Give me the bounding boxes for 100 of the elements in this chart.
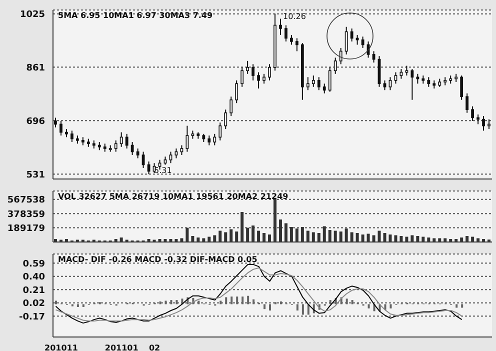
bar bbox=[456, 304, 458, 308]
bar bbox=[329, 300, 332, 304]
bar bbox=[159, 301, 162, 304]
y-tick-label: 696 bbox=[26, 116, 45, 127]
candlestick bbox=[317, 76, 320, 91]
bar bbox=[351, 300, 354, 304]
candlestick bbox=[344, 26, 348, 55]
candlestick bbox=[284, 24, 288, 42]
candlestick bbox=[482, 116, 485, 132]
candlestick bbox=[114, 140, 118, 152]
bar bbox=[242, 296, 244, 304]
bar bbox=[164, 300, 167, 304]
chart-title: 5MA 6.95 10MA1 6.97 30MA3 7.49 bbox=[58, 11, 213, 20]
candlestick bbox=[290, 34, 293, 46]
bar bbox=[76, 304, 79, 308]
candlestick bbox=[361, 36, 364, 48]
bar bbox=[368, 304, 370, 308]
y-tick-label: 0.21 bbox=[22, 286, 45, 296]
bar bbox=[82, 304, 84, 308]
candlestick bbox=[388, 76, 392, 91]
y-tick-label: 0.02 bbox=[22, 299, 45, 310]
candlestick bbox=[130, 142, 134, 156]
x-tick-label: 02 bbox=[148, 344, 160, 351]
y-tick-label: -0.17 bbox=[19, 312, 45, 322]
candlestick bbox=[334, 57, 337, 74]
candlestick bbox=[136, 148, 140, 159]
annotation: 10.26 bbox=[283, 12, 306, 21]
y-tick-label: 531 bbox=[26, 170, 45, 180]
bar bbox=[346, 298, 348, 304]
candlestick bbox=[279, 18, 282, 36]
bar bbox=[220, 300, 222, 304]
y-tick-label: 0.59 bbox=[22, 259, 45, 270]
y-tick-label: 378359 bbox=[7, 210, 45, 220]
bar bbox=[384, 304, 386, 310]
bar bbox=[296, 304, 298, 310]
candlestick bbox=[235, 80, 238, 104]
candlestick bbox=[218, 122, 222, 141]
chart-title: MACD- DIF -0.26 MACD -0.32 DIF-MACD 0.05 bbox=[58, 255, 258, 264]
candlestick bbox=[410, 68, 414, 100]
candlestick bbox=[356, 34, 359, 46]
candlestick bbox=[240, 66, 244, 88]
chart-title: VOL 32627 5MA 26719 10MA1 19561 20MA2 21249 bbox=[58, 192, 288, 201]
candlestick bbox=[394, 72, 398, 84]
bar bbox=[230, 296, 233, 304]
bar bbox=[170, 300, 172, 304]
candlestick bbox=[186, 125, 189, 152]
candlestick bbox=[460, 75, 464, 100]
candlestick bbox=[262, 73, 266, 84]
candlestick bbox=[213, 133, 216, 146]
candlestick bbox=[476, 114, 480, 125]
candlestick bbox=[312, 75, 315, 88]
candlestick bbox=[339, 47, 342, 65]
candlestick bbox=[383, 80, 386, 91]
candlestick bbox=[466, 92, 469, 114]
candlestick bbox=[142, 151, 145, 168]
bar bbox=[390, 304, 392, 308]
y-tick-label: 1025 bbox=[20, 10, 45, 20]
x-tick-label: 201011 bbox=[44, 344, 78, 351]
candlestick bbox=[70, 130, 74, 143]
candlestick bbox=[427, 76, 430, 88]
bar bbox=[264, 304, 266, 310]
bar bbox=[247, 296, 250, 304]
bar bbox=[461, 304, 464, 308]
candlestick bbox=[60, 120, 62, 136]
candlestick bbox=[328, 66, 332, 92]
x-tick-label: 201101 bbox=[104, 344, 139, 351]
candlestick bbox=[169, 151, 172, 164]
bar bbox=[55, 300, 57, 304]
candlestick bbox=[224, 109, 228, 130]
bar bbox=[198, 300, 200, 304]
candlestick bbox=[350, 28, 354, 42]
candlestick bbox=[174, 148, 178, 159]
y-tick-label: 861 bbox=[26, 63, 45, 74]
bar bbox=[302, 304, 304, 315]
candlestick bbox=[416, 73, 420, 84]
candlestick bbox=[208, 135, 211, 146]
candlestick bbox=[246, 60, 250, 74]
candlestick bbox=[268, 64, 271, 81]
bar bbox=[269, 304, 272, 310]
y-tick-label: 189179 bbox=[7, 224, 45, 234]
candlestick bbox=[405, 65, 408, 76]
candlestick bbox=[230, 96, 233, 117]
bar bbox=[252, 299, 255, 304]
bar bbox=[225, 297, 228, 304]
candlestick bbox=[120, 132, 123, 148]
candlestick bbox=[252, 64, 254, 81]
candlestick bbox=[125, 133, 128, 150]
candlestick bbox=[180, 144, 184, 156]
candlestick bbox=[471, 106, 474, 122]
y-tick-label: 567538 bbox=[7, 196, 45, 206]
bar bbox=[236, 296, 238, 304]
bar bbox=[176, 300, 178, 304]
candlestick bbox=[257, 72, 260, 89]
candlestick bbox=[296, 38, 298, 52]
candlestick bbox=[54, 117, 57, 128]
y-tick-label: 0.40 bbox=[22, 272, 45, 283]
bar bbox=[280, 301, 282, 304]
candlestick bbox=[306, 76, 310, 91]
candlestick bbox=[322, 83, 326, 94]
candlestick bbox=[400, 68, 403, 80]
